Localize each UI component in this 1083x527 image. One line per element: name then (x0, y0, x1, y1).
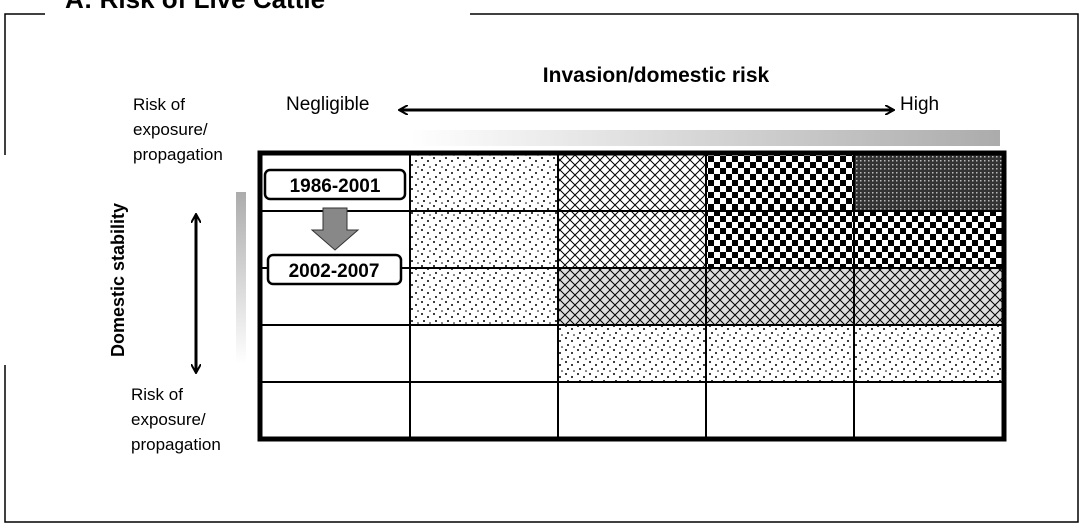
bottom-label: Risk of exposure/propagation (131, 385, 221, 454)
x-low-label: Negligible (286, 94, 369, 115)
grid-cell (853, 152, 1005, 212)
grid-border (257, 150, 1007, 442)
period-label: 2002-2007 (289, 261, 380, 282)
grid-cell (409, 210, 559, 269)
grid-cell (557, 152, 707, 212)
grid-cell (259, 381, 411, 440)
frame (4, 13, 1079, 523)
grid-cell (853, 210, 1005, 269)
grid-cell (259, 324, 411, 383)
x-axis-label: Invasion/domestic risk (543, 64, 770, 87)
grid-cell (409, 324, 559, 383)
axis-note: Risk of (131, 385, 183, 404)
period-box (266, 253, 403, 286)
grid-cell (557, 324, 707, 383)
grid-cell (705, 381, 855, 440)
grid-cell (705, 152, 855, 212)
grid-cell (705, 267, 855, 326)
title: A: Risk of Live Cattle (65, 0, 325, 14)
grid-cell (705, 324, 855, 383)
grid-cell (409, 381, 559, 440)
axis-note: Risk of (133, 95, 185, 114)
top-label: Risk of exposure/propagation (133, 95, 223, 164)
grid-cell (853, 267, 1005, 326)
grid-cell (557, 267, 707, 326)
grid-cell (409, 152, 559, 212)
grid-cell (853, 381, 1005, 440)
x-high-label: High (900, 94, 939, 115)
grid (259, 152, 1005, 440)
grid-cell (853, 324, 1005, 383)
period-label: 1986-2001 (290, 176, 381, 197)
grid-cell (557, 210, 707, 269)
stability-gradient (236, 192, 246, 364)
axis-note: exposure/ (133, 120, 208, 139)
grid-cell (409, 267, 559, 326)
axis-note: exposure/ (131, 410, 206, 429)
grid-cell (705, 210, 855, 269)
risk-gradient (410, 130, 1000, 146)
change-arrow (310, 207, 360, 251)
grid-cell (557, 381, 707, 440)
period-box (263, 168, 407, 201)
y-axis-label: Domestic stability (108, 203, 128, 357)
axis-note: propagation (133, 145, 223, 164)
axis-note: propagation (131, 435, 221, 454)
